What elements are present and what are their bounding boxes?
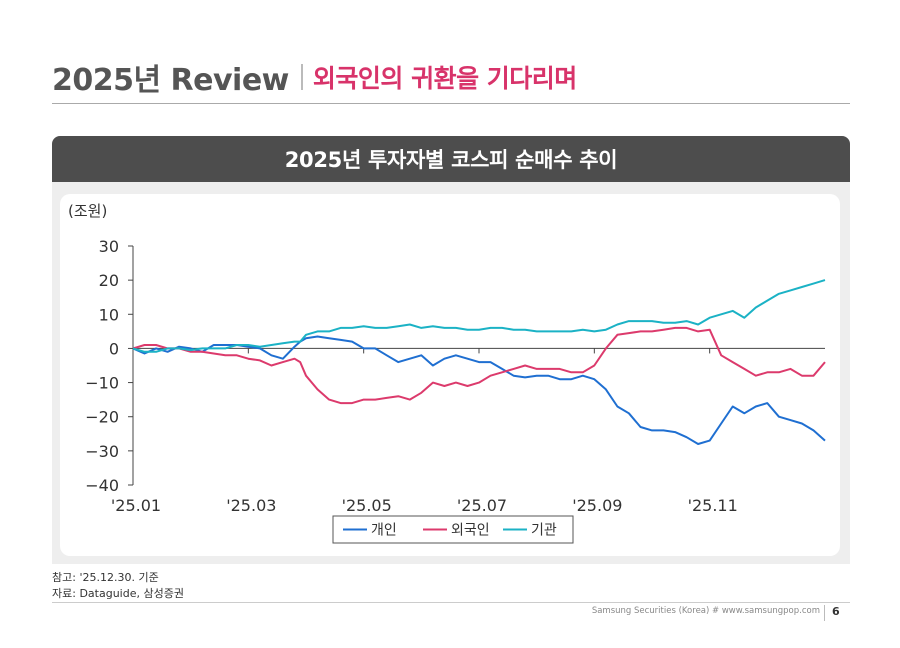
- x-tick-label: '25.03: [226, 496, 276, 515]
- chart-title: 2025년 투자자별 코스피 순매수 추이: [52, 136, 850, 182]
- page-subtitle: 외국인의 귀환을 기다리며: [312, 64, 577, 93]
- header-divider: [300, 64, 303, 90]
- reference-note: 참고: '25.12.30. 기준: [52, 571, 159, 584]
- y-tick-label: −30: [85, 442, 119, 461]
- series-line-3: [132, 279, 826, 353]
- legend-label: 외국인: [451, 523, 490, 539]
- page-number: 6: [832, 605, 840, 618]
- chart-panel: 2025년 투자자별 코스피 순매수 추이 (조원) 30 20 10 0 −10 −20 −…: [52, 136, 850, 564]
- x-tick-label: '25.01: [111, 496, 161, 515]
- series-line-2: [132, 326, 826, 405]
- y-tick-label: 20: [99, 271, 119, 290]
- x-tick-label: '25.05: [342, 496, 392, 515]
- footer-rule: [52, 602, 850, 603]
- y-tick-label: −40: [85, 476, 119, 495]
- y-tick-label: 30: [99, 237, 119, 256]
- legend-box: [332, 515, 574, 544]
- y-tick-label: −10: [85, 374, 119, 393]
- source-note: 자료: Dataguide, 삼성증권: [52, 587, 184, 600]
- legend-label: 개인: [371, 523, 397, 539]
- series-line-1: [132, 335, 826, 445]
- page-header: 2025년 Review 외국인의 귀환을 기다리며: [52, 52, 577, 102]
- legend-label: 기관: [531, 523, 557, 539]
- x-tick-label: '25.11: [688, 496, 738, 515]
- y-axis-label: (조원): [68, 202, 107, 220]
- plot-card: (조원) 30 20 10 0 −10 −20 −30 −40'25.01 '25.03 '25.0…: [60, 194, 840, 556]
- page-number-divider: [824, 605, 825, 621]
- x-tick-label: '25.09: [572, 496, 622, 515]
- y-tick-label: −20: [85, 408, 119, 427]
- header-rule: [52, 103, 850, 104]
- x-tick-label: '25.07: [457, 496, 507, 515]
- y-tick-label: 0: [109, 339, 119, 358]
- source-notes: 참고: '25.12.30. 기준 자료: Dataguide, 삼성증권: [52, 570, 184, 602]
- line-chart: (조원) 30 20 10 0 −10 −20 −30 −40'25.01 '25.03 '25.0…: [68, 202, 826, 544]
- page-title: 2025년 Review: [52, 63, 289, 98]
- y-tick-label: 10: [99, 305, 119, 324]
- footer-text: Samsung Securities (Korea) # www.samsung…: [591, 606, 820, 616]
